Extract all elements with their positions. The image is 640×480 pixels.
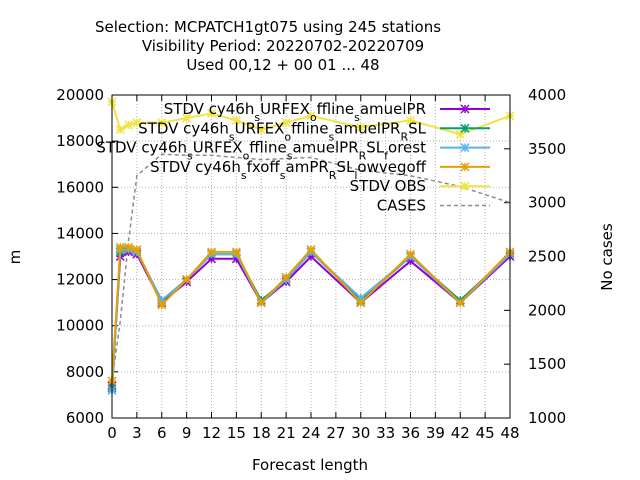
data-point (306, 111, 316, 121)
data-point (132, 245, 142, 255)
title-line-2: Visibility Period: 20220702-20220709 (142, 37, 424, 55)
y-axis-label: m (6, 250, 24, 265)
series-line (111, 248, 511, 389)
data-point (124, 242, 134, 252)
y-tick-label: 6000 (66, 409, 104, 427)
legend-label: STDV cy46hsfxoffsamPRRSLlowvegoff (150, 158, 427, 182)
legend-entry: STDV cy46hsURFEXofflinesamuelPR (164, 100, 490, 124)
legend-marker (460, 123, 470, 133)
legend-label: STDV cy46hsURFEXofflinesamuelPRRSL (138, 119, 426, 143)
x-tick-label: 27 (326, 424, 345, 442)
y2-tick-label: 2500 (528, 248, 566, 266)
x-axis-label: Forecast length (252, 456, 368, 474)
x-tick-label: 18 (252, 424, 271, 442)
y2-tick-label: 3500 (528, 140, 566, 158)
data-point (356, 298, 366, 308)
y2-tick-label: 2000 (528, 301, 566, 319)
data-point (306, 245, 316, 255)
data-point (455, 129, 465, 139)
data-point (157, 300, 167, 310)
y2-tick-label: 1000 (528, 409, 566, 427)
plot-frame (111, 94, 511, 419)
legend-entry: CASES (377, 197, 490, 215)
data-point (206, 108, 217, 118)
series-line (111, 153, 511, 381)
legend-entry: STDV cy46hsURFEXofflinesamuelPRRSLforest (96, 139, 490, 163)
y-tick-label: 12000 (56, 271, 104, 289)
chart-title: Selection: MCPATCH1gt075 using 245 stati… (95, 18, 441, 74)
legend-marker (460, 181, 470, 191)
x-tick-label: 33 (376, 424, 395, 442)
series-stdv-cy46h-s-urfex-o-ffline-s-amuelpr-r-sl (107, 245, 515, 393)
data-point (281, 118, 291, 128)
x-tick-label: 3 (132, 424, 142, 442)
y-tick-label: 20000 (56, 86, 104, 104)
data-point (115, 242, 125, 252)
data-point (405, 249, 416, 259)
title-line-3: Used 00,12 + 00 01 ... 48 (186, 56, 379, 74)
y-tick-label: 14000 (56, 224, 104, 242)
data-point (115, 125, 125, 135)
data-point (231, 247, 241, 257)
y-tick-label: 16000 (56, 178, 104, 196)
data-point (157, 118, 167, 128)
series-group (107, 97, 515, 395)
data-point (182, 275, 192, 285)
x-tick-label: 15 (227, 424, 246, 442)
x-tick-label: 39 (426, 424, 445, 442)
x-tick-label: 36 (401, 424, 420, 442)
y2-axis-ticks: 1000 1500 2000 2500 3000 3500 4000 (504, 86, 566, 427)
x-axis-ticks: 0 3 6 9 12 15 18 21 24 27 30 33 36 39 42 45 48 (107, 95, 520, 442)
data-point (256, 125, 266, 135)
data-point (455, 298, 465, 308)
x-tick-label: 0 (107, 424, 117, 442)
x-tick-label: 9 (182, 424, 192, 442)
y-tick-label: 18000 (56, 132, 104, 150)
legend-label: STDV cy46hsURFEXofflinesamuelPR (164, 100, 426, 124)
data-point (132, 118, 142, 128)
legend-entry: STDV cy46hsfxoffsamPRRSLlowvegoff (150, 158, 490, 182)
data-point (356, 122, 366, 132)
grid (112, 95, 510, 418)
legend-marker (460, 104, 470, 114)
x-tick-label: 42 (451, 424, 470, 442)
legend-label: CASES (377, 197, 426, 215)
x-tick-label: 45 (476, 424, 495, 442)
x-tick-label: 24 (301, 424, 320, 442)
legend-marker (460, 162, 470, 172)
y-tick-label: 10000 (56, 317, 104, 335)
legend-entry: STDV cy46hsURFEXofflinesamuelPRRSL (138, 119, 490, 143)
title-line-1: Selection: MCPATCH1gt075 using 245 stati… (95, 18, 441, 36)
data-point (231, 115, 241, 125)
data-point (281, 272, 291, 282)
legend-marker (460, 143, 470, 153)
x-tick-label: 30 (351, 424, 370, 442)
legend-entry: STDV OBS (350, 177, 490, 195)
legend-label: STDV cy46hsURFEXofflinesamuelPRRSLforest (96, 139, 426, 163)
y2-tick-label: 3000 (528, 194, 566, 212)
series-stdv-obs (107, 97, 515, 139)
x-tick-label: 6 (157, 424, 167, 442)
series-cases (111, 153, 511, 381)
data-point (256, 298, 266, 308)
legend-label: STDV OBS (350, 177, 426, 195)
y-axis-ticks: 6000 8000 10000 12000 14000 16000 18000 20000 (56, 86, 118, 427)
y2-axis-label: No cases (598, 223, 616, 291)
y2-tick-label: 4000 (528, 86, 566, 104)
y2-tick-label: 1500 (528, 355, 566, 373)
data-point (206, 247, 217, 257)
data-point (182, 113, 192, 123)
data-point (405, 115, 416, 125)
x-tick-label: 48 (500, 424, 519, 442)
series-stdv-cy46h-s-fxoff-s-ampr-r-sl-l-owvegoff (107, 242, 515, 386)
data-point (124, 120, 134, 130)
x-tick-label: 12 (202, 424, 221, 442)
y-tick-label: 8000 (66, 363, 104, 381)
x-tick-label: 21 (277, 424, 296, 442)
series-line (111, 248, 511, 391)
